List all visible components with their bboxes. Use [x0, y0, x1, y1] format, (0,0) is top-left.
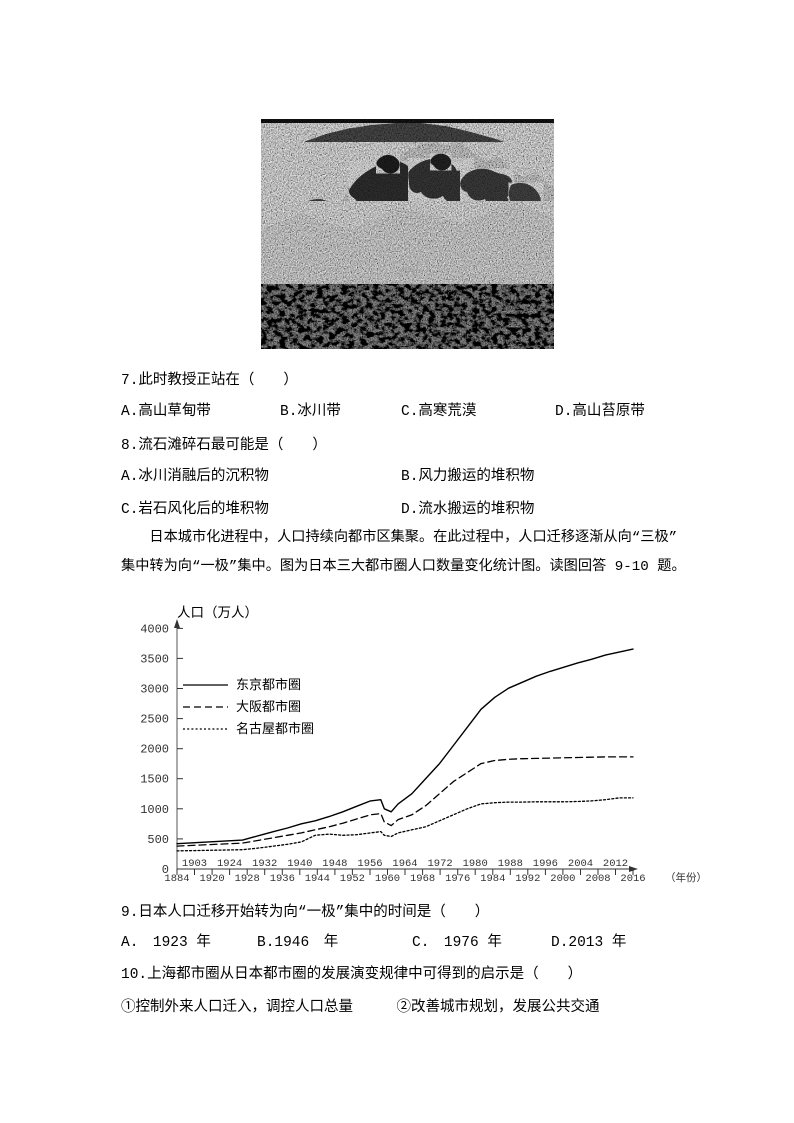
svg-text:1948: 1948	[322, 858, 347, 870]
svg-text:1960: 1960	[375, 873, 400, 885]
svg-text:1924: 1924	[217, 858, 242, 870]
svg-text:1996: 1996	[533, 858, 558, 870]
svg-text:1952: 1952	[340, 873, 365, 885]
svg-text:_的记: _的记	[394, 265, 418, 277]
svg-text:3000: 3000	[140, 683, 169, 697]
svg-text:2500: 2500	[140, 713, 169, 727]
svg-text:500: 500	[147, 833, 169, 847]
svg-text:3500: 3500	[140, 652, 169, 666]
svg-text:1968: 1968	[410, 873, 435, 885]
svg-text:1972: 1972	[427, 858, 452, 870]
svg-text:1000: 1000	[140, 803, 169, 817]
svg-text:1500: 1500	[140, 773, 169, 787]
svg-text:1992: 1992	[515, 873, 540, 885]
svg-text:1920: 1920	[199, 873, 224, 885]
svg-text:2016: 2016	[620, 873, 645, 885]
svg-text:1964: 1964	[392, 858, 417, 870]
svg-text:1984: 1984	[480, 873, 505, 885]
svg-text:2000: 2000	[140, 743, 169, 757]
svg-text:1936: 1936	[270, 873, 295, 885]
svg-text:1956: 1956	[357, 858, 382, 870]
svg-text:大阪都市圈: 大阪都市圈	[236, 699, 301, 715]
svg-text:东京都市圈: 东京都市圈	[236, 677, 301, 693]
svg-text:（年份）: （年份）	[665, 871, 707, 885]
svg-text:1976: 1976	[445, 873, 470, 885]
svg-text:名古屋都市圈: 名古屋都市圈	[236, 721, 314, 737]
svg-text:1944: 1944	[305, 873, 330, 885]
svg-text:4000: 4000	[140, 622, 169, 636]
svg-text:2004: 2004	[568, 858, 593, 870]
svg-text:2012: 2012	[603, 858, 628, 870]
svg-text:1884: 1884	[164, 873, 189, 885]
svg-text:1988: 1988	[498, 858, 523, 870]
svg-text:2008: 2008	[585, 873, 610, 885]
svg-text:1903: 1903	[182, 858, 207, 870]
svg-text:人口（万人）: 人口（万人）	[177, 605, 258, 622]
svg-text:1932: 1932	[252, 858, 277, 870]
svg-text:1980: 1980	[463, 858, 488, 870]
svg-text:1928: 1928	[235, 873, 260, 885]
svg-text:1940: 1940	[287, 858, 312, 870]
svg-text:2000: 2000	[550, 873, 575, 885]
